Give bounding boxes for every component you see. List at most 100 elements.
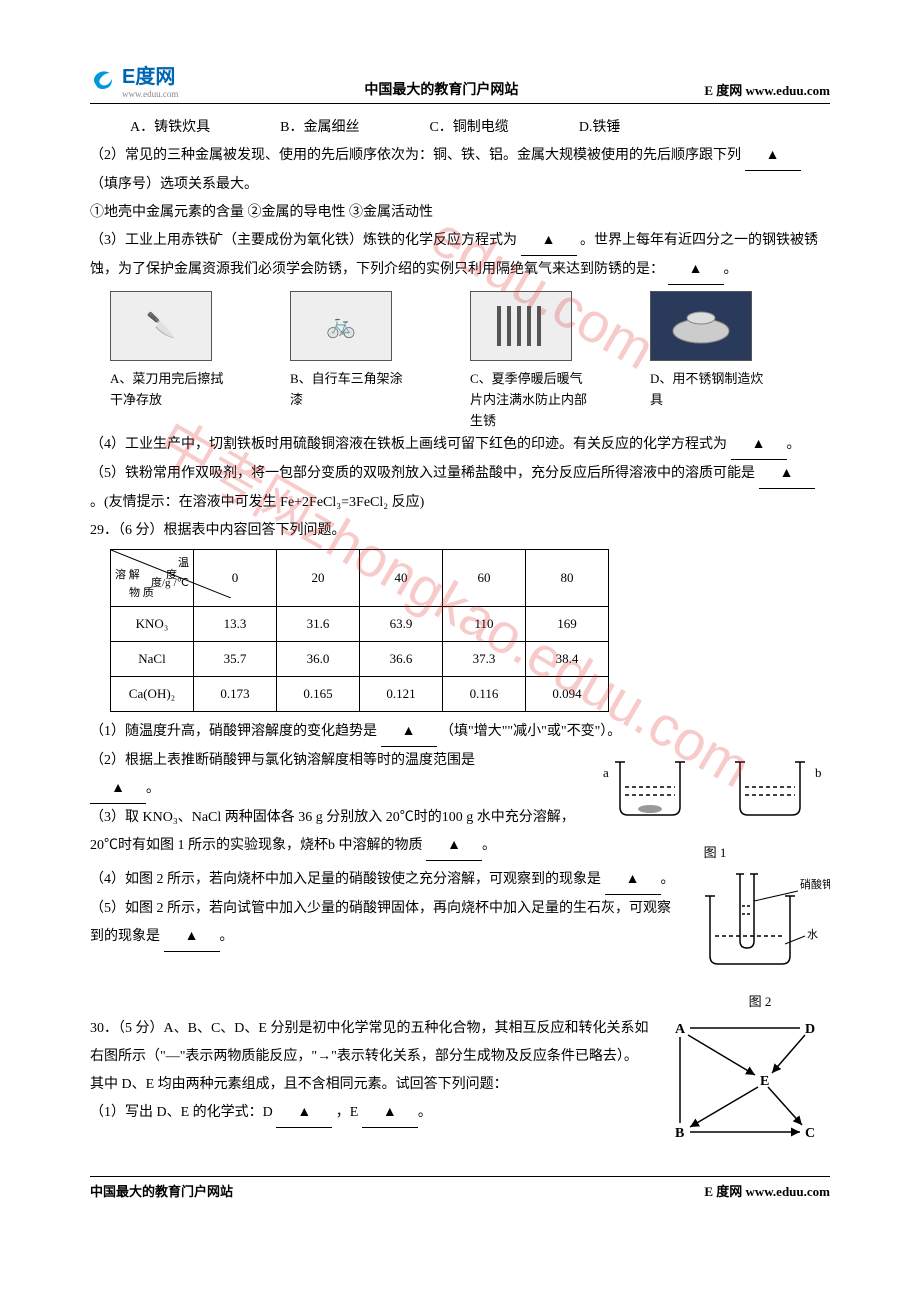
q28-2-text: （2）常见的三种金属被发现、使用的先后顺序依次为：铜、铁、铝。金属大规模被使用的… xyxy=(90,148,741,163)
fig2-label: 图 2 xyxy=(690,989,830,1015)
row-name: Ca(OH)₂ xyxy=(111,677,194,712)
logo-text: E度网 xyxy=(122,60,178,89)
cell: 0.165 xyxy=(277,677,360,712)
cell: 35.7 xyxy=(194,642,277,677)
cell: 0.094 xyxy=(526,677,609,712)
cap-c: C、夏季停暖后暖气片内注满水防止内部生锈 xyxy=(470,369,590,431)
node-b: B xyxy=(675,1126,684,1141)
figure-1: a b 图 1 xyxy=(600,747,830,866)
blank: ▲ xyxy=(276,1099,332,1128)
solubility-table: 温 度 溶 解 物 质 度/g /℃ 0 20 40 60 80 KNO₃ 13… xyxy=(110,549,609,712)
header-right: E 度网 www.eduu.com xyxy=(704,80,830,99)
logo: E度网 www.eduu.com xyxy=(90,60,178,99)
blank: ▲ xyxy=(164,923,220,952)
q28-4: （4）工业生产中，切割铁板时用硫酸铜溶液在铁板上画线可留下红色的印迹。有关反应的… xyxy=(90,431,830,460)
cell: 169 xyxy=(526,607,609,642)
fig2-lbl1: 硝酸钾饱和溶液 xyxy=(800,877,830,891)
table-row: NaCl 35.7 36.0 36.6 37.3 38.4 xyxy=(111,642,609,677)
opt-d: D.铁锤 xyxy=(579,114,621,142)
blank: ▲ xyxy=(668,256,724,285)
q28-3a: （3）工业上用赤铁矿（主要成份为氧化铁）炼铁的化学反应方程式为 xyxy=(90,233,517,248)
cell: 63.9 xyxy=(360,607,443,642)
cap-a: A、菜刀用完后擦拭干净存放 xyxy=(110,369,230,431)
th-c: /℃ xyxy=(174,572,189,594)
q28-2-text-b: （填序号）选项关系最大。 xyxy=(90,177,258,192)
th-unit: 度/g xyxy=(151,572,171,594)
q29-1: （1）随温度升高，硝酸钾溶解度的变化趋势是 ▲ （填"增大""减小"或"不变"）… xyxy=(90,718,830,747)
q28-5: （5）铁粉常用作双吸剂，将一包部分变质的双吸剂放入过量稀盐酸中，充分反应后所得溶… xyxy=(90,460,830,517)
footer-right: E 度网 www.eduu.com xyxy=(704,1181,830,1200)
q29-title: 29．（6 分）根据表中内容回答下列问题。 xyxy=(90,517,830,545)
fig2-lbl2: 水 xyxy=(807,928,818,941)
q30-1b: ，E xyxy=(336,1105,359,1120)
cell: 13.3 xyxy=(194,607,277,642)
th-80: 80 xyxy=(526,550,609,607)
th-top: 温 xyxy=(178,552,189,574)
blank: ▲ xyxy=(362,1099,418,1128)
img-pot xyxy=(650,291,752,361)
table-row: KNO₃ 13.3 31.6 63.9 110 169 xyxy=(111,607,609,642)
blank: ▲ xyxy=(426,832,482,861)
opt-a: A．铸铁炊具 xyxy=(130,114,210,142)
q30-1a: （1）写出 D、E 的化学式：D xyxy=(90,1105,273,1120)
cell: 31.6 xyxy=(277,607,360,642)
q28-1-options: A．铸铁炊具 B．金属细丝 C．铜制电缆 D.铁锤 xyxy=(90,114,830,142)
row-name: NaCl xyxy=(111,642,194,677)
cap-d: D、用不锈钢制造炊具 xyxy=(650,369,770,431)
q29-4a: （4）如图 2 所示，若向烧杯中加入足量的硝酸铵使之充分溶解，可观察到的现象是 xyxy=(90,872,601,887)
q29-1b: （填"增大""减小"或"不变"）。 xyxy=(440,724,621,739)
q28-3: （3）工业上用赤铁矿（主要成份为氧化铁）炼铁的化学反应方程式为 ▲ 。世界上每年… xyxy=(90,227,830,285)
blank: ▲ xyxy=(745,142,801,171)
opt-b: B．金属细丝 xyxy=(280,114,359,142)
cell: 110 xyxy=(443,607,526,642)
img-radiator xyxy=(470,291,572,361)
figure-2: 硝酸钾饱和溶液 水 图 2 xyxy=(690,866,830,1015)
svg-text:b: b xyxy=(815,765,822,780)
blank: ▲ xyxy=(731,431,787,460)
cell: 37.3 xyxy=(443,642,526,677)
figure-3: A D B C E xyxy=(660,1015,830,1156)
cell: 36.6 xyxy=(360,642,443,677)
image-row: 🔪 🚲 xyxy=(90,291,830,363)
cell: 36.0 xyxy=(277,642,360,677)
node-c: C xyxy=(805,1126,815,1141)
node-a: A xyxy=(675,1022,686,1037)
q29-1a: （1）随温度升高，硝酸钾溶解度的变化趋势是 xyxy=(90,724,377,739)
cell: 38.4 xyxy=(526,642,609,677)
header-center: 中国最大的教育门户网站 xyxy=(178,79,704,99)
document-body: A．铸铁炊具 B．金属细丝 C．铜制电缆 D.铁锤 （2）常见的三种金属被发现、… xyxy=(90,114,830,1156)
q29-3a: （3）取 KNO₃、NaCl 两种固体各 36 g 分别放入 20℃时的100 … xyxy=(90,810,575,853)
page-footer: 中国最大的教育门户网站 E 度网 www.eduu.com xyxy=(90,1176,830,1200)
q28-4a: （4）工业生产中，切割铁板时用硫酸铜溶液在铁板上画线可留下红色的印迹。有关反应的… xyxy=(90,437,727,452)
img-bike: 🚲 xyxy=(290,291,392,361)
cell: 0.173 xyxy=(194,677,277,712)
logo-url: www.eduu.com xyxy=(122,89,178,99)
blank: ▲ xyxy=(90,775,146,804)
caption-row: A、菜刀用完后擦拭干净存放 B、自行车三角架涂漆 C、夏季停暖后暖气片内注满水防… xyxy=(90,369,830,431)
blank: ▲ xyxy=(521,227,577,256)
q29-2a: （2）根据上表推断硝酸钾与氯化钠溶解度相等时的温度范围是 xyxy=(90,753,475,768)
th-60: 60 xyxy=(443,550,526,607)
opt-c: C．铜制电缆 xyxy=(429,114,508,142)
cell: 0.121 xyxy=(360,677,443,712)
cell: 0.116 xyxy=(443,677,526,712)
fig1-label: 图 1 xyxy=(600,840,830,866)
node-e: E xyxy=(760,1074,769,1089)
blank: ▲ xyxy=(605,866,661,895)
footer-left: 中国最大的教育门户网站 xyxy=(90,1181,233,1200)
q28-2: （2）常见的三种金属被发现、使用的先后顺序依次为：铜、铁、铝。金属大规模被使用的… xyxy=(90,142,830,199)
node-d: D xyxy=(805,1022,815,1037)
svg-text:a: a xyxy=(603,765,609,780)
th-40: 40 xyxy=(360,550,443,607)
blank: ▲ xyxy=(759,460,815,489)
table-row: Ca(OH)₂ 0.173 0.165 0.121 0.116 0.094 xyxy=(111,677,609,712)
cap-b: B、自行车三角架涂漆 xyxy=(290,369,410,431)
q28-5a: （5）铁粉常用作双吸剂，将一包部分变质的双吸剂放入过量稀盐酸中，充分反应后所得溶… xyxy=(90,466,755,481)
th-20: 20 xyxy=(277,550,360,607)
row-name: KNO₃ xyxy=(111,607,194,642)
img-knife: 🔪 xyxy=(110,291,212,361)
q28-2-opts: ①地壳中金属元素的含量 ②金属的导电性 ③金属活动性 xyxy=(90,199,830,227)
table-head-corner: 温 度 溶 解 物 质 度/g /℃ xyxy=(111,550,194,607)
page-header: E度网 www.eduu.com 中国最大的教育门户网站 E 度网 www.ed… xyxy=(90,60,830,104)
q28-5b: 。(友情提示：在溶液中可发生 Fe+2FeCl₃=3FeCl₂ 反应) xyxy=(90,495,424,510)
